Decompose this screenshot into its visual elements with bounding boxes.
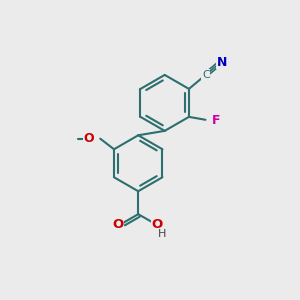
Text: O: O xyxy=(113,218,124,231)
Text: H: H xyxy=(158,229,167,239)
Text: O: O xyxy=(151,218,162,231)
Text: F: F xyxy=(212,114,221,127)
Text: C: C xyxy=(202,70,210,80)
Text: N: N xyxy=(217,56,227,69)
Text: O: O xyxy=(83,132,94,145)
